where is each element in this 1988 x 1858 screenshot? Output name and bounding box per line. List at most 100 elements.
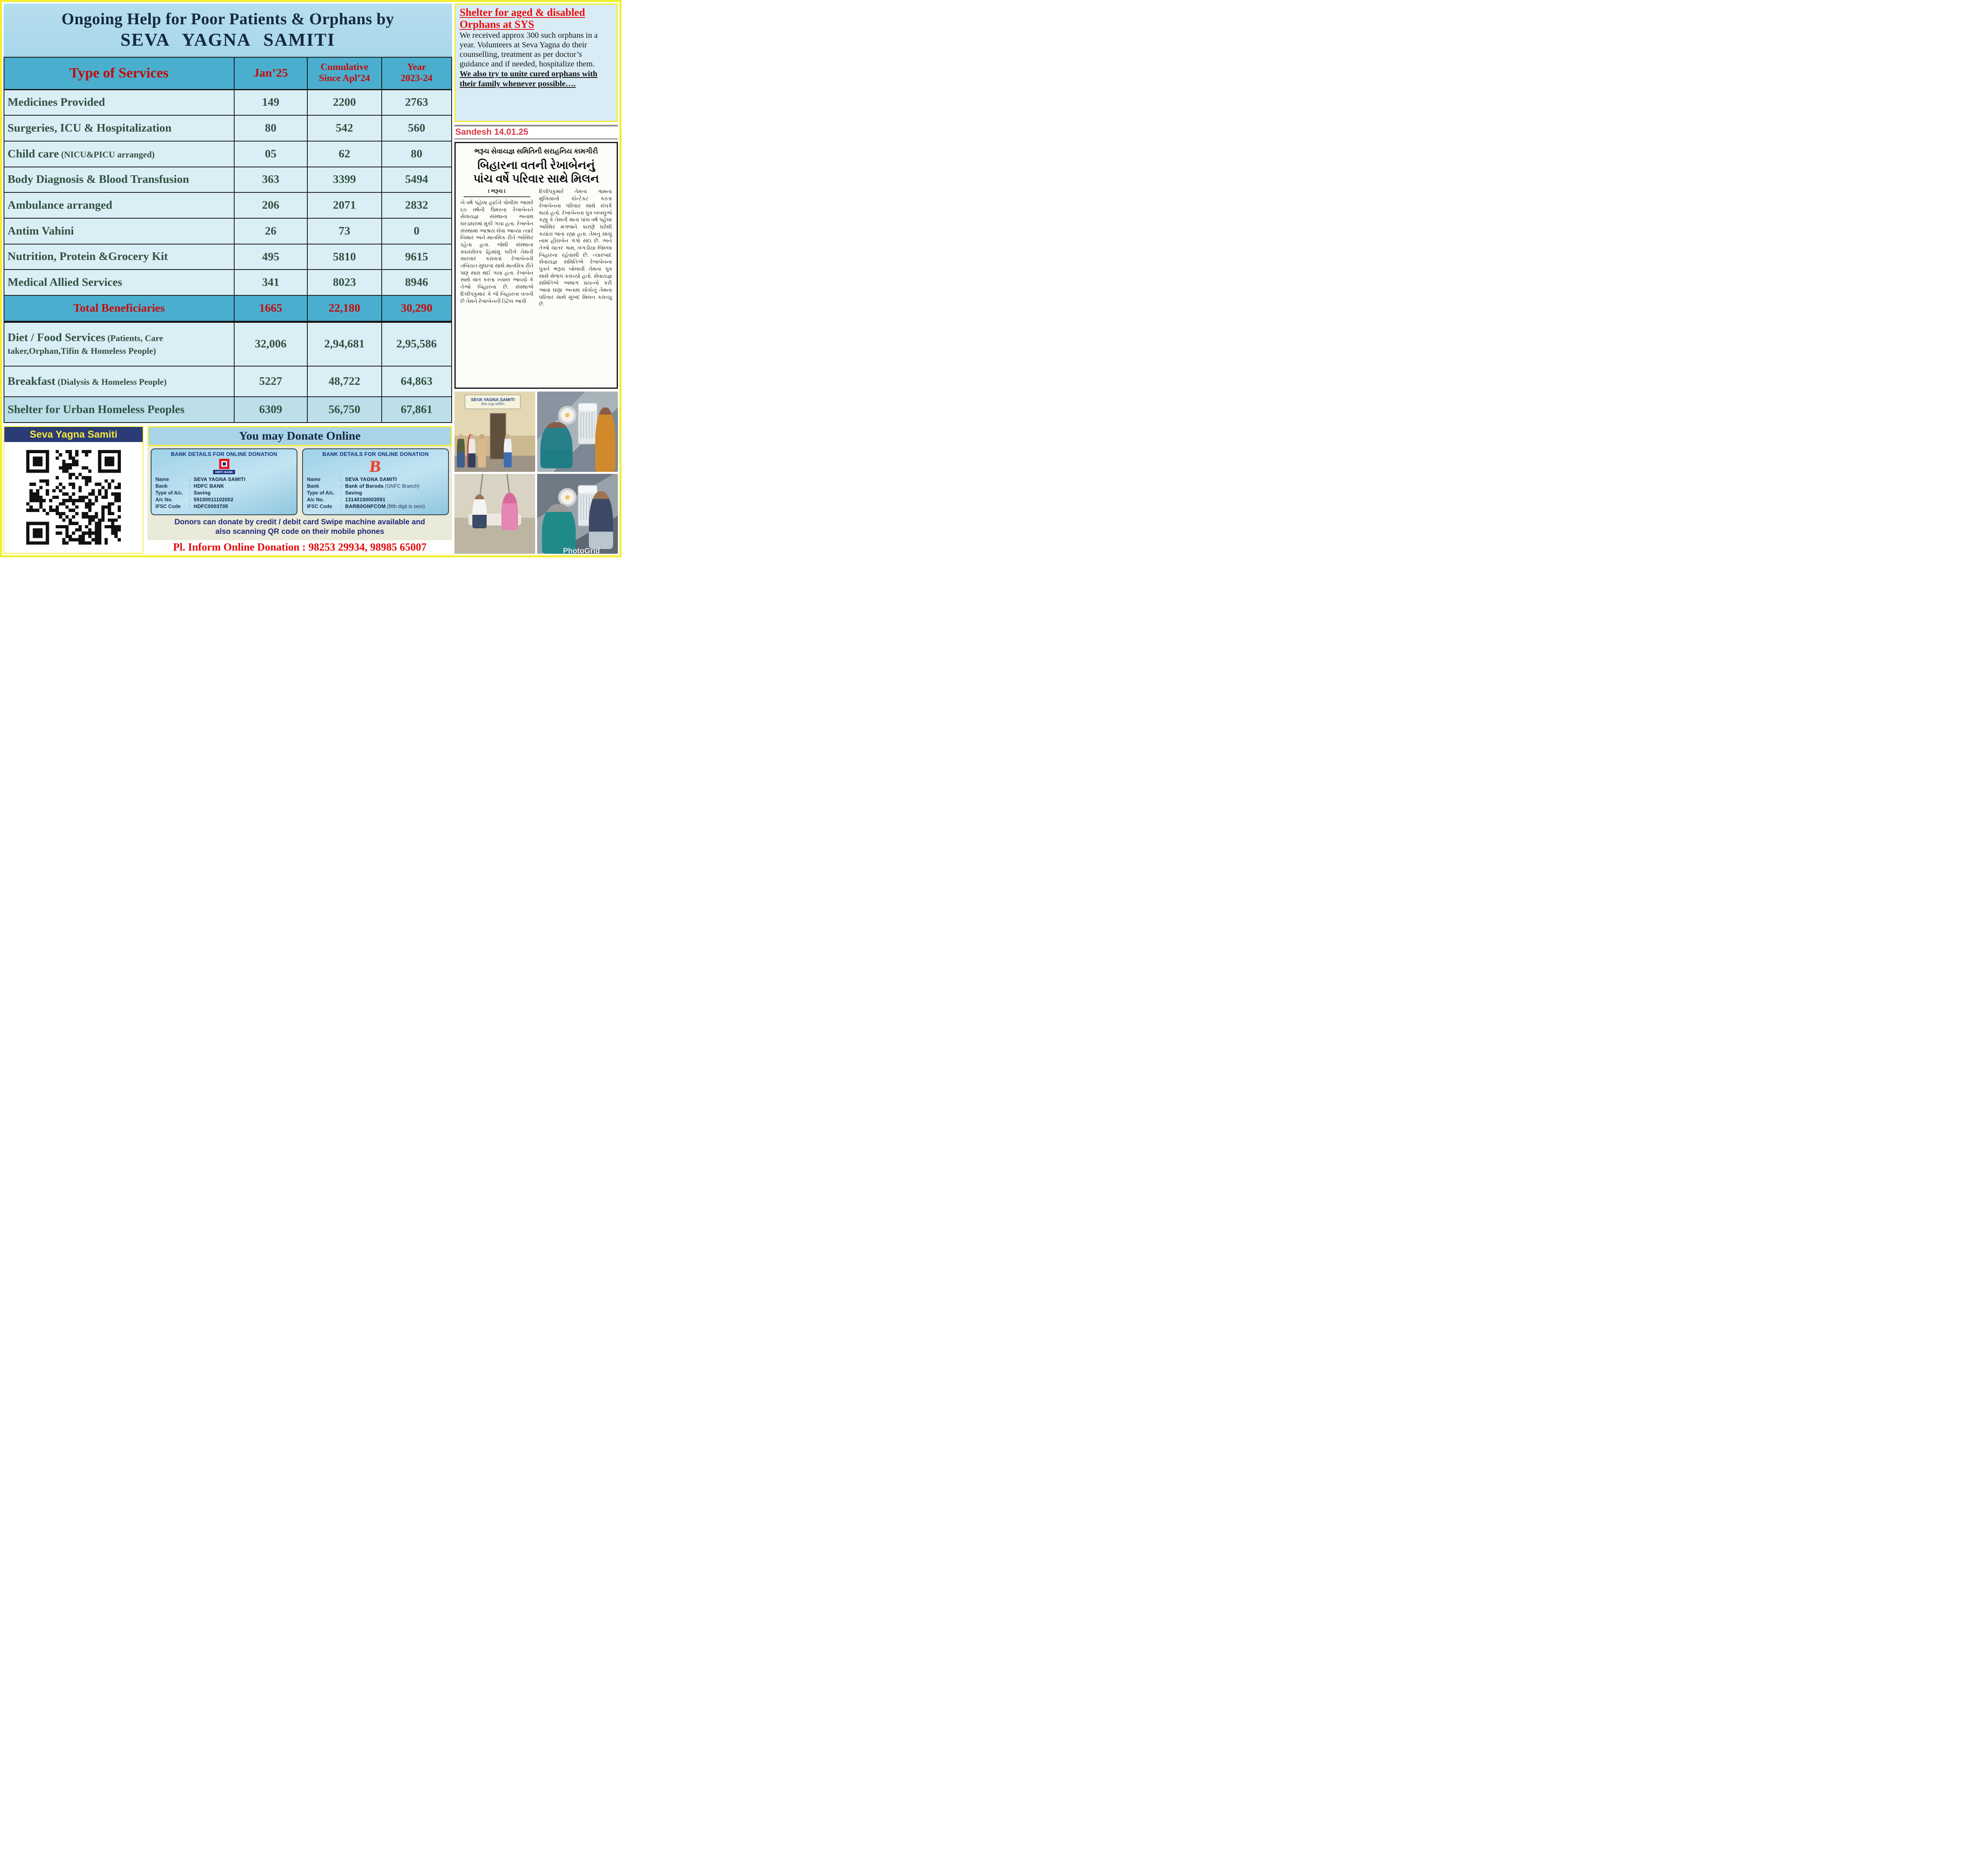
photogrid-watermark: PhotoGrid: [563, 547, 600, 554]
person-figure: [472, 494, 487, 528]
air-cooler-shape: [577, 485, 598, 527]
value-jan25: 341: [233, 270, 307, 295]
service-label: Shelter for Urban Homeless Peoples: [8, 403, 185, 416]
bottom-section: Seva Yagna Samiti You may Donate Online …: [4, 426, 452, 554]
donors-note: Donors can donate by credit / debit card…: [174, 518, 425, 536]
value-cumulative: 8023: [307, 270, 381, 295]
poster-title: Ongoing Help for Poor Patients & Orphans…: [4, 4, 452, 57]
value-cumulative: 2200: [307, 90, 381, 115]
table-row: Surgeries, ICU & Hospitalization 80 542 560: [4, 115, 451, 141]
service-label: Nutrition, Protein &Grocery Kit: [8, 250, 168, 263]
bank-card-bob: BANK DETAILS FOR ONLINE DONATION B Name:…: [302, 448, 449, 515]
header-cumulative: Cumulative Since Apl’24: [307, 57, 381, 89]
value-year: 8946: [381, 270, 451, 295]
header-year: Year 2023-24: [381, 57, 451, 89]
table-row: Child care (NICU&PICU arranged) 05 62 80: [4, 140, 451, 167]
value-year: 5494: [381, 167, 451, 192]
person-figure: [467, 434, 476, 468]
donate-heading: You may Donate Online: [148, 426, 452, 446]
qr-org-label: Seva Yagna Samiti: [4, 427, 143, 442]
table-fan-shape: [558, 488, 577, 507]
table-row: Medicines Provided 149 2200 2763: [4, 90, 451, 115]
person-figure: [542, 504, 576, 554]
bank-detail-row: Name: SEVA YAGNA SAMITI: [155, 477, 246, 483]
service-label: Diet / Food Services (Patients, Care tak…: [8, 331, 163, 356]
header-jan25: Jan’25: [233, 57, 307, 89]
table-row: Antim Vahini 26 73 0: [4, 218, 451, 244]
bank-card-hdfc: BANK DETAILS FOR ONLINE DONATION HDFC BA…: [151, 448, 297, 515]
value-cumulative: 2071: [307, 193, 381, 218]
value-jan25: 206: [233, 193, 307, 218]
qr-block: Seva Yagna Samiti: [4, 426, 144, 554]
bank-detail-rows: Name: SEVA YAGNA SAMITI Bank: HDFC BANK Type…: [155, 477, 293, 509]
donate-section: You may Donate Online BANK DETAILS FOR O…: [148, 426, 452, 554]
article-column-1: । ભરૂચ । બે વર્ષ પહેલા હાઈવે પોલીસ આશરે …: [460, 188, 534, 304]
value-cumulative: 2,94,681: [307, 322, 381, 366]
article-column-2: દિલીપકુમારે તેમના ગામના મુખિયાનો કોન્ટેક…: [539, 188, 612, 307]
bank-cards-area: BANK DETAILS FOR ONLINE DONATION HDFC BA…: [148, 446, 452, 540]
value-year: 2,95,586: [381, 322, 451, 366]
newspaper-masthead: Sandesh 14.01.25: [454, 125, 618, 140]
value-year: 0: [381, 219, 451, 244]
value-cumulative: 3399: [307, 167, 381, 192]
photo-swing-visit: [454, 473, 535, 554]
value-jan25: 26: [233, 219, 307, 244]
main-column: Ongoing Help for Poor Patients & Orphans…: [4, 4, 452, 554]
table-row: Medical Allied Services 341 8023 8946: [4, 269, 451, 295]
photo-grid: SEVA YAGNA SAMITI સેવા યજ્ઞ સમિતિ: [454, 392, 618, 554]
person-figure: [503, 434, 512, 468]
person-figure: [540, 422, 573, 469]
table-row: Shelter for Urban Homeless Peoples 6309 56…: [4, 396, 451, 422]
bank-detail-row: Bank: Bank of Baroda (GNFC Branch): [307, 483, 419, 489]
bank-detail-row: Name: SEVA YAGNA SAMITI: [307, 477, 397, 483]
bank-detail-row: A/c No.:59100011102002: [155, 497, 234, 502]
sidebar-column: Shelter for aged & disabled Orphans at S…: [454, 4, 618, 554]
newspaper-source-label: Sandesh 14.01.25: [455, 127, 528, 137]
value-cumulative: 56,750: [307, 397, 381, 422]
service-label: Child care (NICU&PICU arranged): [8, 147, 155, 160]
service-label: Body Diagnosis & Blood Transfusion: [8, 173, 189, 186]
article-headline: બિહારના વતની રેખાબેનનું પાંચ વર્ષે પરિવા…: [473, 159, 599, 186]
bank-detail-row: Type of A/c.: Saving: [307, 490, 362, 496]
hdfc-logo-text: HDFC BANK: [213, 470, 235, 475]
person-figure: [588, 491, 613, 549]
table-row: Breakfast (Dialysis & Homeless People) 52…: [4, 365, 451, 396]
title-line1: Ongoing Help for Poor Patients & Orphans…: [61, 9, 394, 28]
service-label: Total Beneficiaries: [73, 301, 165, 314]
bank-cards: BANK DETAILS FOR ONLINE DONATION HDFC BA…: [151, 448, 449, 515]
table-fan-shape: [558, 406, 577, 425]
value-year: 64,863: [381, 366, 451, 396]
person-figure: [457, 434, 465, 468]
newspaper-article: ભરૂચ સેવાયજ્ઞ સમિતિની સરાહનિય કામગીરી બિ…: [454, 142, 618, 389]
service-label: Antim Vahini: [8, 224, 74, 237]
value-cumulative: 62: [307, 141, 381, 167]
hdfc-bank-logo-icon: HDFC BANK: [155, 458, 293, 476]
value-year: 80: [381, 141, 451, 167]
service-label: Surgeries, ICU & Hospitalization: [8, 121, 172, 134]
value-year: 2763: [381, 90, 451, 115]
photo-elderly-patient: PhotoGrid: [537, 473, 618, 554]
value-jan25: 80: [233, 116, 307, 141]
table-header-row: Type of Services Jan’25 Cumulative Since…: [4, 57, 451, 90]
value-cumulative: 48,722: [307, 366, 381, 396]
value-cumulative: 5810: [307, 244, 381, 270]
value-jan25: 149: [233, 90, 307, 115]
value-year: 9615: [381, 244, 451, 270]
building-sign: SEVA YAGNA SAMITI સેવા યજ્ઞ સમિતિ: [465, 395, 521, 409]
person-figure: [595, 407, 615, 472]
bank-detail-rows: Name: SEVA YAGNA SAMITI Bank: Bank of Barod…: [307, 477, 444, 509]
service-label: Medicines Provided: [8, 96, 105, 109]
article-columns: । ભરૂચ । બે વર્ષ પહેલા હાઈવે પોલીસ આશરે …: [460, 188, 612, 308]
air-cooler-shape: [577, 403, 598, 444]
value-jan25: 6309: [233, 397, 307, 422]
service-label: Breakfast (Dialysis & Homeless People): [8, 374, 167, 388]
header-type-of-services: Type of Services: [69, 65, 169, 81]
value-cumulative: 22,180: [307, 296, 381, 321]
person-figure: [478, 434, 486, 468]
bank-of-baroda-logo-icon: B: [369, 457, 382, 476]
poster-page: Ongoing Help for Poor Patients & Orphans…: [0, 0, 621, 557]
bank-card-title: BANK DETAILS FOR ONLINE DONATION: [171, 451, 278, 457]
shelter-note-heading: Shelter for aged & disabled Orphans at S…: [460, 6, 585, 31]
value-jan25: 05: [233, 141, 307, 167]
table-row: Body Diagnosis & Blood Transfusion 363 339…: [4, 166, 451, 192]
